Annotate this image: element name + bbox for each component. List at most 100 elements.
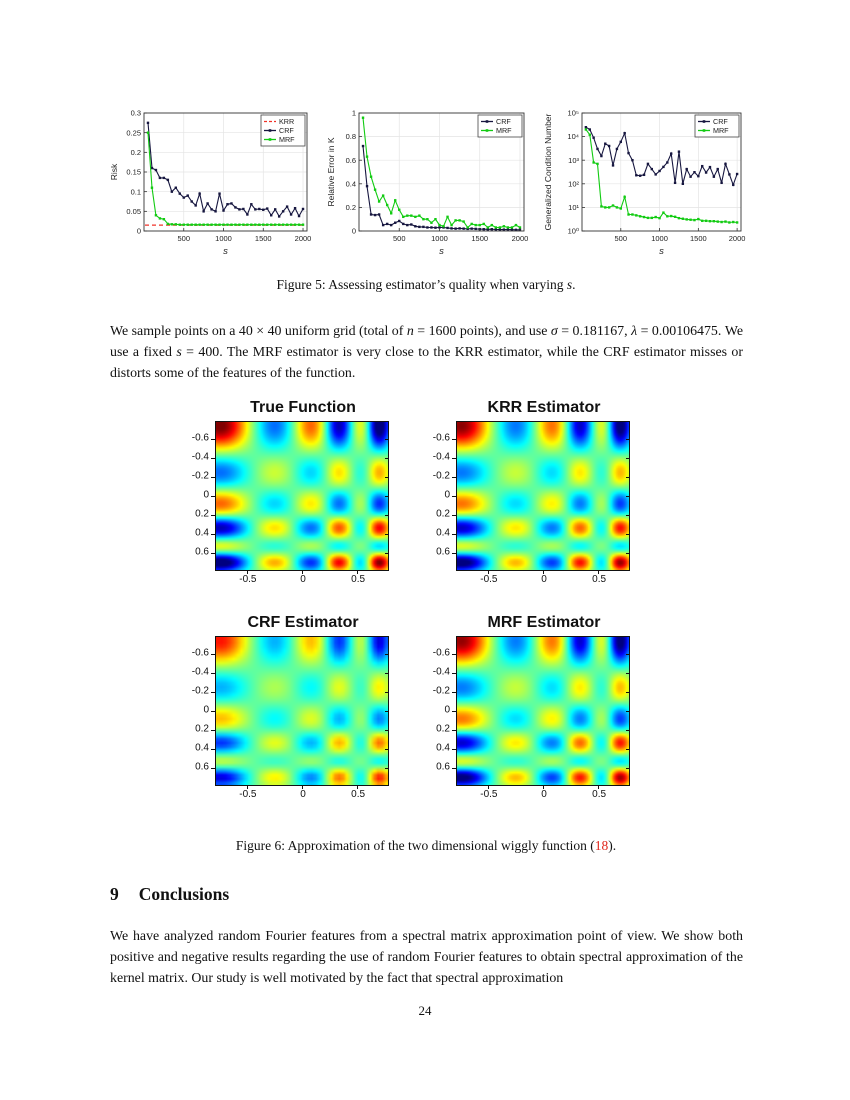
- y-tick-mark: [452, 692, 456, 693]
- y-tick-label: 0.4: [436, 742, 450, 754]
- y-tick-label: 0.6: [436, 761, 450, 773]
- x-tick-mark: [598, 785, 600, 789]
- x-tick-label: 0.5: [592, 789, 607, 800]
- y-tick-mark: [211, 515, 215, 516]
- y-tick-mark: [452, 673, 456, 675]
- legend-label-CRF: CRF: [279, 126, 294, 135]
- figure6-heatmaps: True Function -0.6 -0.4 -0.2 0 0.2 0.4 0.6 -0.…: [181, 399, 630, 802]
- legend-label-CRF: CRF: [713, 117, 728, 126]
- y-tick-mark: [452, 748, 456, 750]
- y-tick-mark-right: [385, 515, 388, 516]
- x-tick-mark: [246, 570, 248, 574]
- y-tick-label: 0.25: [126, 128, 141, 137]
- figure6-caption-text: Figure 6: Approximation of the two dimen…: [235, 838, 595, 853]
- x-tick-mark: [302, 570, 303, 574]
- y-tick-mark: [211, 711, 215, 712]
- y-tick-mark: [452, 458, 456, 460]
- y-tick-label: 10²: [568, 179, 579, 188]
- y-tick-mark-right: [626, 496, 629, 497]
- y-axis-labels: -0.6 -0.4 -0.2 0 0.2 0.4 0.6: [422, 636, 456, 784]
- y-tick-label: -0.2: [191, 685, 209, 697]
- y-tick-label: 0.2: [195, 508, 209, 520]
- y-tick-mark: [211, 673, 215, 675]
- y-tick-mark-right: [385, 711, 388, 712]
- series-MRF: [147, 132, 303, 226]
- y-tick-mark: [452, 515, 456, 516]
- series-CRF: [147, 122, 304, 218]
- x-tick-mark: [598, 570, 600, 574]
- y-tick-label: 0.1: [131, 187, 141, 196]
- x-tick-label: -0.5: [480, 574, 498, 585]
- equation-18-link[interactable]: 18: [594, 838, 609, 853]
- x-tick-mark: [487, 785, 489, 789]
- x-axis-labels: -0.5 0 0.5: [217, 786, 389, 802]
- x-tick-label: -0.5: [239, 574, 257, 585]
- legend-label-KRR: KRR: [279, 117, 294, 126]
- y-tick-label: 0.4: [436, 527, 450, 539]
- x-tick-label: 2000: [512, 234, 529, 243]
- y-tick-mark: [452, 439, 456, 441]
- y-tick-label: -0.4: [191, 666, 209, 678]
- x-tick-label: 1000: [651, 234, 668, 243]
- x-axis-label: s: [223, 246, 228, 257]
- y-tick-label: 10⁴: [567, 132, 579, 141]
- page-number: 24: [418, 1003, 432, 1018]
- y-tick-label: 0.3: [131, 109, 141, 118]
- y-tick-label: 0.6: [346, 156, 356, 165]
- y-tick-mark-right: [626, 533, 629, 535]
- y-tick-label: -0.4: [432, 451, 450, 463]
- heatmap-title-true-function: True Function: [250, 399, 356, 416]
- y-tick-label: 0: [444, 704, 450, 716]
- y-tick-mark-right: [385, 533, 388, 535]
- heatmap-canvas-krr-estimator: [457, 422, 629, 570]
- y-tick-mark: [452, 767, 456, 769]
- x-tick-label: 1500: [255, 234, 272, 243]
- x-tick-label: 1000: [431, 234, 448, 243]
- y-tick-label: 1: [352, 109, 356, 118]
- y-tick-label: -0.4: [432, 666, 450, 678]
- y-tick-label: 0: [137, 227, 141, 236]
- x-tick-label: 2000: [729, 234, 746, 243]
- heatmap-canvas-true-function: [216, 422, 388, 570]
- y-tick-mark: [452, 533, 456, 535]
- y-tick-mark-right: [385, 654, 388, 656]
- legend-box: [477, 114, 523, 138]
- y-tick-mark: [211, 692, 215, 693]
- y-tick-mark-right: [626, 730, 629, 731]
- paragraph-sampling: We sample points on a 40 × 40 uniform gr…: [110, 324, 743, 381]
- y-tick-label: 0.6: [195, 761, 209, 773]
- heatmap-canvas-crf-estimator: [216, 637, 388, 785]
- y-tick-mark: [211, 533, 215, 535]
- x-tick-label: 0: [541, 789, 547, 800]
- y-tick-label: 0.2: [195, 723, 209, 735]
- x-tick-mark: [357, 785, 359, 789]
- legend-label-CRF: CRF: [496, 117, 511, 126]
- section-number: 9: [110, 884, 119, 904]
- x-tick-label: 0.5: [592, 574, 607, 585]
- heatmap-axes: [452, 421, 630, 574]
- y-tick-label: -0.4: [191, 451, 209, 463]
- x-axis-labels: -0.5 0 0.5: [458, 571, 630, 587]
- y-tick-mark-right: [626, 673, 629, 675]
- x-tick-label: 0: [300, 789, 306, 800]
- x-tick-label: 500: [615, 234, 628, 243]
- figure5-caption-text: Figure 5: Assessing estimator’s quality …: [276, 277, 567, 292]
- heatmap-title-crf-estimator: CRF Estimator: [247, 614, 359, 631]
- y-tick-label: 0: [203, 704, 209, 716]
- y-tick-label: 0: [444, 489, 450, 501]
- x-tick-label: 1500: [690, 234, 707, 243]
- y-tick-mark-right: [385, 458, 388, 460]
- y-tick-mark-right: [626, 477, 629, 478]
- y-tick-label: 0.8: [346, 132, 356, 141]
- section-heading-conclusions: 9 Conclusions: [110, 884, 229, 905]
- x-tick-mark: [302, 785, 303, 789]
- y-tick-mark-right: [385, 692, 388, 693]
- y-axis-label: Risk: [109, 163, 119, 180]
- y-axis-label: Generalized Condition Number: [543, 113, 553, 230]
- y-axis-labels: -0.6 -0.4 -0.2 0 0.2 0.4 0.6: [181, 421, 215, 569]
- chart-svg: 500 1000 1500 2000 10⁰ 10¹ 10² 10³ 10⁴ 10⁵ General…: [543, 109, 746, 257]
- heatmap-axes: [211, 421, 389, 574]
- relative-error-plot: 500 1000 1500 2000 0 0.2 0.4 0.6 0.8 1 Relative Er…: [325, 102, 531, 260]
- y-tick-mark: [211, 552, 215, 554]
